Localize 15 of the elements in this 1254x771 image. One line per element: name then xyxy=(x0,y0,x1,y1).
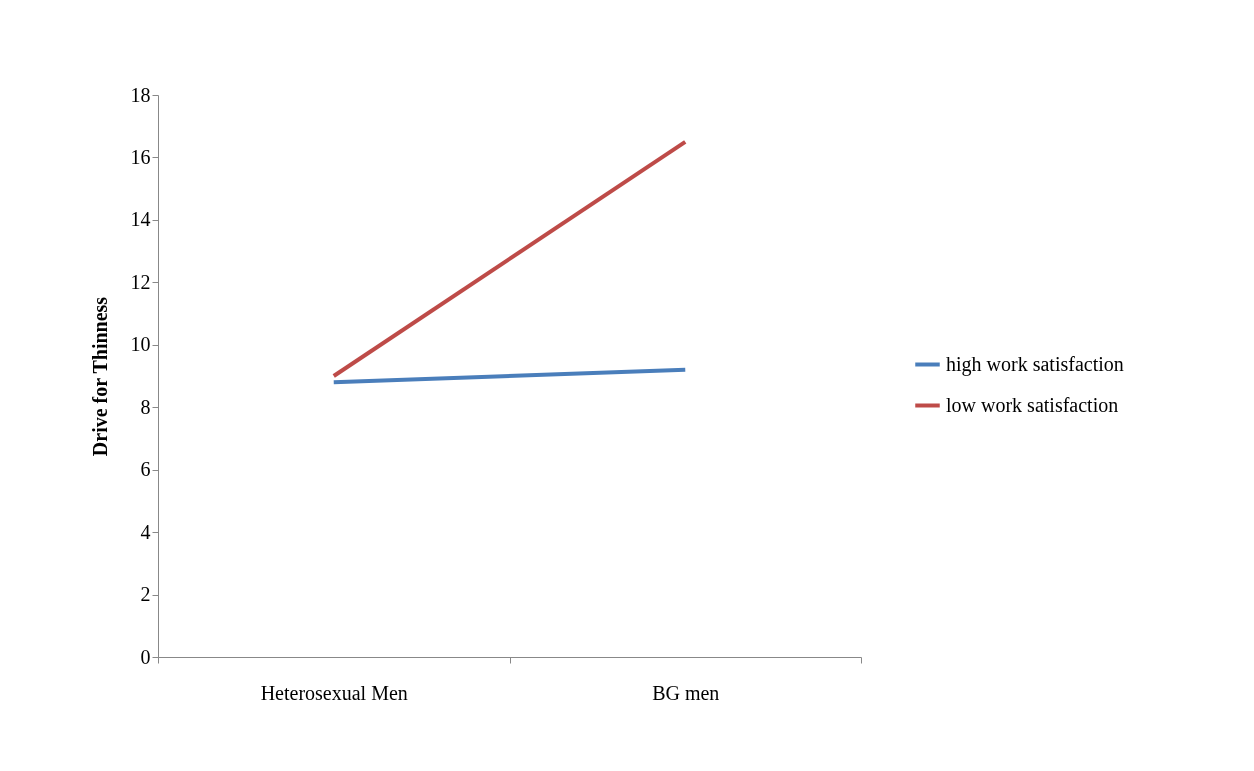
y-tick-label: 18 xyxy=(130,83,151,106)
y-tick-label: 16 xyxy=(130,145,151,168)
y-tick-label: 2 xyxy=(140,583,151,606)
y-tick-label: 14 xyxy=(130,208,151,231)
y-tick-label: 0 xyxy=(140,645,151,668)
y-tick-label: 8 xyxy=(140,395,151,418)
y-tick-label: 4 xyxy=(140,520,151,543)
x-tick-label: Heterosexual Men xyxy=(260,681,408,704)
y-axis-title: Drive for Thinness xyxy=(88,296,111,457)
y-tick-label: 10 xyxy=(130,333,151,356)
y-tick-label: 6 xyxy=(140,458,151,481)
x-tick-label: BG men xyxy=(652,681,720,704)
y-tick-label: 12 xyxy=(130,270,151,293)
legend-label: low work satisfaction xyxy=(946,393,1119,416)
legend-label: high work satisfaction xyxy=(946,352,1124,376)
